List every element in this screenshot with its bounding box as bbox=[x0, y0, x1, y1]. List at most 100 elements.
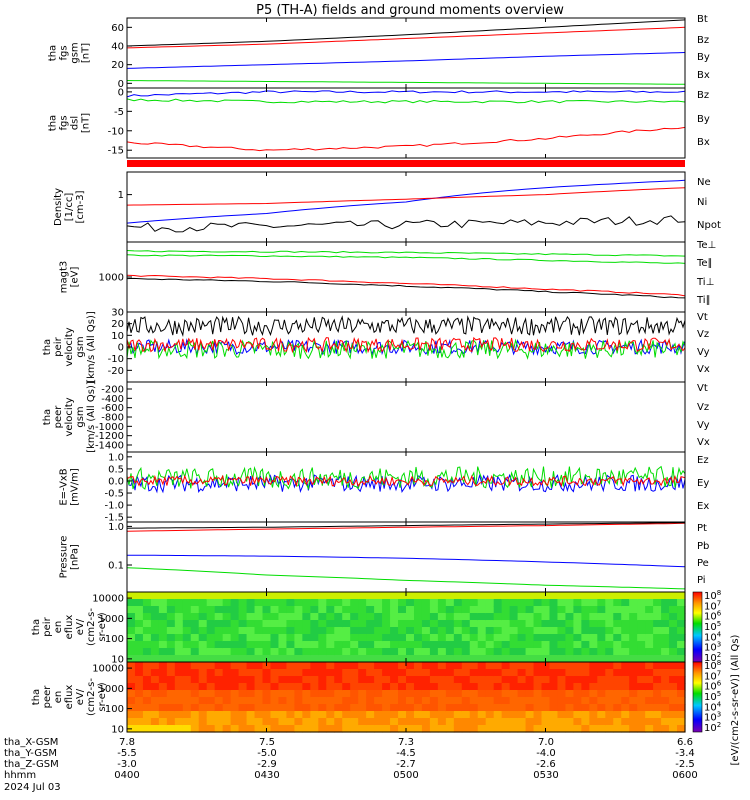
spectrogram-cell bbox=[222, 627, 232, 635]
spectrogram-cell bbox=[310, 711, 319, 719]
spectrogram-cell bbox=[445, 711, 455, 719]
spectrogram-cell bbox=[238, 599, 248, 607]
spectrogram-cell bbox=[174, 655, 184, 663]
spectrogram-cell bbox=[533, 662, 543, 670]
spectrogram-cell bbox=[509, 606, 519, 614]
spectrogram-cell bbox=[174, 711, 184, 719]
footer-row: tha_X-GSM 7.8 7.5 7.3 7.0 6.6 bbox=[4, 737, 693, 748]
spectrogram-cell bbox=[453, 613, 463, 621]
spectrogram-cell bbox=[198, 620, 208, 628]
spectrogram-cell bbox=[653, 711, 662, 719]
spectrogram-cell bbox=[461, 620, 471, 628]
spectrogram-cell bbox=[190, 718, 200, 726]
spectrogram-cell bbox=[286, 697, 295, 705]
spectrogram-cell bbox=[150, 641, 160, 649]
y-axis-label: en bbox=[53, 691, 64, 704]
spectrogram-cell bbox=[390, 718, 399, 726]
spectrogram-cell bbox=[294, 704, 303, 712]
y-axis-label: [eV] bbox=[70, 267, 81, 288]
legend-label-Bz: Bz bbox=[697, 90, 709, 101]
spectrogram-cell bbox=[493, 662, 503, 670]
spectrogram-cell bbox=[677, 704, 686, 712]
spectrogram-cell bbox=[605, 690, 614, 698]
footer-value: 7.3 bbox=[398, 737, 414, 748]
spectrogram-cell bbox=[621, 627, 630, 635]
spectrogram-cell bbox=[501, 690, 511, 698]
y-axis-label: [nPa] bbox=[70, 544, 81, 570]
spectrogram-cell bbox=[413, 683, 423, 691]
spectrogram-cell bbox=[477, 711, 487, 719]
spectrogram-cell bbox=[190, 711, 200, 719]
spectrogram-cell bbox=[318, 620, 327, 628]
y-axis-label: (cm2-s- bbox=[86, 678, 97, 716]
spectrogram-cell bbox=[310, 648, 319, 656]
spectrogram-cell bbox=[382, 683, 391, 691]
spectrogram-cell bbox=[238, 683, 248, 691]
legend-label-Pi: Pi bbox=[697, 575, 706, 586]
spectrogram-cell bbox=[214, 606, 224, 614]
spectrogram-cell bbox=[406, 669, 415, 677]
spectrogram-cell bbox=[565, 725, 574, 733]
spectrogram-cell bbox=[127, 592, 136, 600]
spectrogram-cell bbox=[621, 704, 630, 712]
spectrogram-cell bbox=[493, 592, 503, 600]
spectrogram-cell bbox=[525, 669, 535, 677]
spectrogram-cell bbox=[142, 711, 152, 719]
footer-value: 0430 bbox=[254, 770, 279, 781]
spectrogram-cell bbox=[158, 606, 168, 614]
spectrogram-cell bbox=[421, 711, 431, 719]
spectrogram-cell bbox=[350, 634, 359, 642]
spectrogram-cell bbox=[669, 599, 678, 607]
spectrogram-cell bbox=[406, 704, 415, 712]
spectrogram-cell bbox=[429, 599, 439, 607]
spectrogram-cell bbox=[613, 718, 622, 726]
spectrogram-cell bbox=[565, 599, 574, 607]
spectrogram-cell bbox=[310, 641, 319, 649]
spectrogram-cell bbox=[645, 662, 654, 670]
spectrogram-cell bbox=[477, 662, 487, 670]
spectrogram-cell bbox=[222, 697, 232, 705]
spectrogram-cell bbox=[198, 725, 208, 733]
spectrogram-cell bbox=[254, 606, 264, 614]
spectrogram-cell bbox=[206, 662, 216, 670]
spectrogram-cell bbox=[645, 599, 654, 607]
spectrogram-cell bbox=[541, 599, 551, 607]
spectrogram-cell bbox=[318, 606, 327, 614]
spectrogram-cell bbox=[198, 648, 208, 656]
spectrogram-cell bbox=[469, 711, 479, 719]
spectrogram-cell bbox=[533, 725, 543, 733]
y-tick-label: 0.1 bbox=[108, 561, 124, 572]
spectrogram-cell bbox=[565, 620, 574, 628]
spectrogram-cell bbox=[573, 697, 582, 705]
spectrogram-cell bbox=[390, 599, 399, 607]
spectrogram-cell bbox=[437, 613, 447, 621]
spectrogram-cell bbox=[254, 676, 264, 684]
spectrogram-cell bbox=[174, 641, 184, 649]
spectrogram-cell bbox=[246, 606, 256, 614]
spectrogram-cell bbox=[581, 592, 590, 600]
spectrogram-cell bbox=[294, 620, 303, 628]
spectrogram-cell bbox=[477, 592, 487, 600]
footer-value: -4.0 bbox=[536, 748, 556, 759]
spectrogram-cell bbox=[557, 683, 567, 691]
spectrogram-cell bbox=[461, 613, 471, 621]
spectrogram-cell bbox=[557, 718, 567, 726]
spectrogram-cell bbox=[166, 697, 176, 705]
spectrogram-cell bbox=[342, 620, 351, 628]
spectrogram-cell bbox=[477, 634, 487, 642]
spectrogram-cell bbox=[398, 641, 407, 649]
spectrogram-cell bbox=[398, 725, 407, 733]
spectrogram-cell bbox=[326, 683, 335, 691]
spectrogram-cell bbox=[509, 634, 519, 642]
spectrogram-cell bbox=[429, 641, 439, 649]
spectrogram-cell bbox=[557, 592, 567, 600]
spectrogram-cell bbox=[390, 669, 399, 677]
spectrogram-cell bbox=[382, 599, 391, 607]
spectrogram-cell bbox=[166, 669, 176, 677]
spectrogram-cell bbox=[166, 683, 176, 691]
spectrogram-cell bbox=[166, 599, 176, 607]
spectrogram-cell bbox=[134, 697, 144, 705]
spectrogram-cell bbox=[493, 620, 503, 628]
spectrogram-cell bbox=[206, 620, 216, 628]
spectrogram-cell bbox=[190, 592, 200, 600]
